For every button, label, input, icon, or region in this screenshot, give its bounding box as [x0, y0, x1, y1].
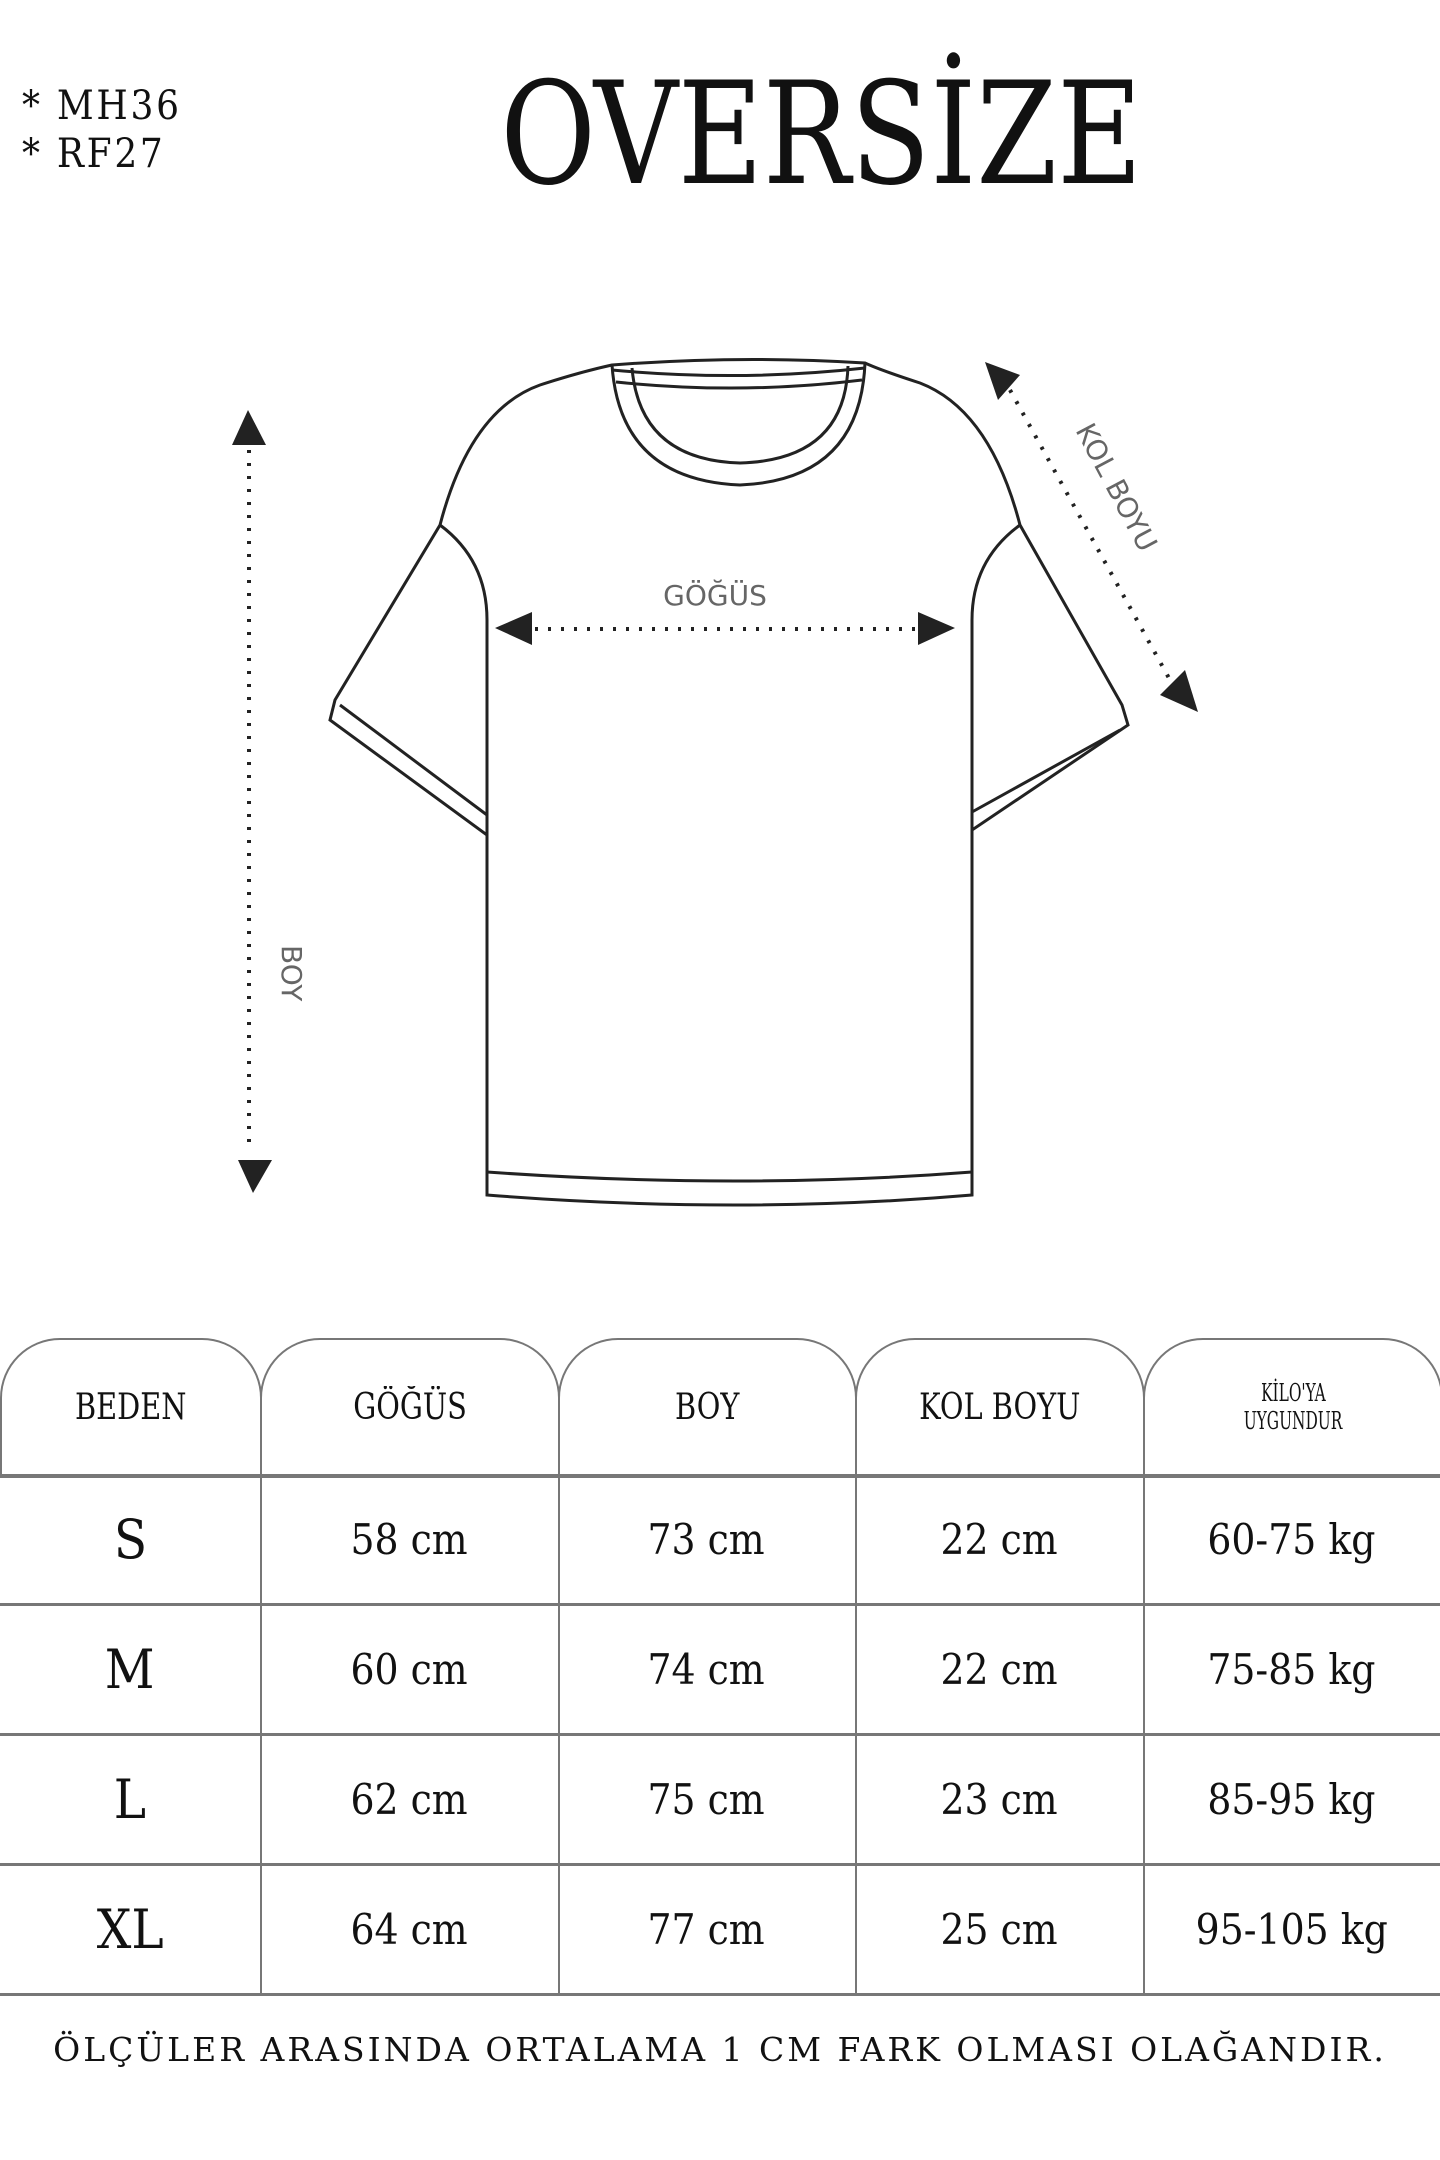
- length-arrow: [232, 410, 272, 1193]
- cell-chest: 64 cm: [260, 1866, 560, 1993]
- table-header: BEDEN GÖĞÜS BOY KOL BOYU KİLO'YA UYGUNDUR: [0, 1338, 1440, 1478]
- table-row: L 62 cm 75 cm 23 cm 85-95 kg: [0, 1736, 1440, 1866]
- product-codes: * MH36 * RF27: [22, 82, 182, 178]
- cell-sleeve: 22 cm: [855, 1476, 1145, 1603]
- cell-sleeve: 25 cm: [855, 1866, 1145, 1993]
- cell-size: XL: [0, 1866, 262, 1993]
- sleeve-label: KOL BOYU: [1069, 418, 1164, 557]
- cell-chest: 60 cm: [260, 1606, 560, 1733]
- length-label: BOY: [275, 945, 308, 1002]
- cell-weight: 85-95 kg: [1207, 1775, 1376, 1824]
- table-row: XL 64 cm 77 cm 25 cm 95-105 kg: [0, 1866, 1440, 1996]
- chest-label: GÖĞÜS: [663, 578, 767, 612]
- header-kol-boyu: KOL BOYU: [855, 1338, 1145, 1474]
- page-title: OVERSİZE: [500, 52, 1143, 217]
- header-gogus: GÖĞÜS: [260, 1338, 560, 1474]
- cell-size: L: [0, 1736, 262, 1863]
- cell-length: 74 cm: [558, 1606, 857, 1733]
- table-row: S 58 cm 73 cm 22 cm 60-75 kg: [0, 1476, 1440, 1606]
- code-rf27: * RF27: [22, 131, 166, 177]
- cell-length: 73 cm: [558, 1476, 857, 1603]
- cell-sleeve: 22 cm: [855, 1606, 1145, 1733]
- tshirt-outline: [328, 357, 1130, 1207]
- cell-length: 75 cm: [558, 1736, 857, 1863]
- sleeve-arrow: [985, 362, 1198, 712]
- cell-size: S: [0, 1476, 262, 1603]
- cell-weight: 60-75 kg: [1207, 1515, 1376, 1564]
- size-table: BEDEN GÖĞÜS BOY KOL BOYU KİLO'YA UYGUNDUR…: [0, 1338, 1440, 1996]
- code-mh36: * MH36: [22, 83, 182, 129]
- cell-chest: 62 cm: [260, 1736, 560, 1863]
- chest-arrow: [495, 612, 955, 645]
- tshirt-diagram: BOY GÖĞÜS KOL BOYU: [232, 357, 1198, 1207]
- cell-weight: 95-105 kg: [1195, 1905, 1388, 1954]
- table-row: M 60 cm 74 cm 22 cm 75-85 kg: [0, 1606, 1440, 1736]
- cell-length: 77 cm: [558, 1866, 857, 1993]
- footer-note: ÖLÇÜLER ARASINDA ORTALAMA 1 CM FARK OLMA…: [53, 2030, 1387, 2069]
- header-boy: BOY: [558, 1338, 857, 1474]
- cell-chest: 58 cm: [260, 1476, 560, 1603]
- header-kilo: KİLO'YA UYGUNDUR: [1143, 1338, 1440, 1474]
- cell-sleeve: 23 cm: [855, 1736, 1145, 1863]
- cell-size: M: [0, 1606, 262, 1733]
- header-beden: BEDEN: [0, 1338, 262, 1474]
- cell-weight: 75-85 kg: [1207, 1645, 1376, 1694]
- header-divider: [0, 1474, 1440, 1478]
